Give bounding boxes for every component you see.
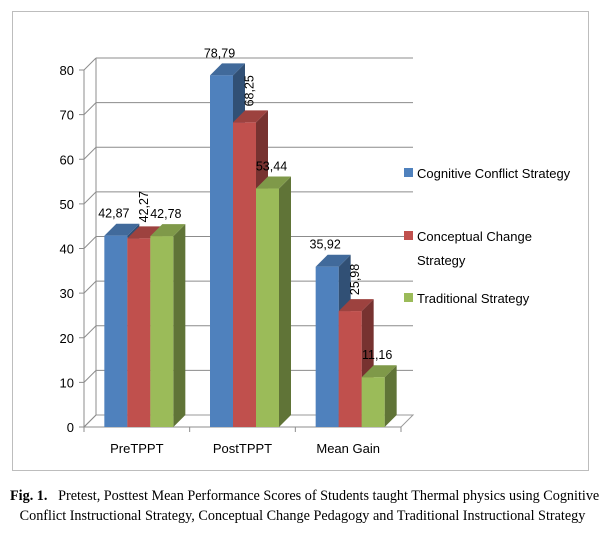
gridline-depth bbox=[83, 191, 97, 205]
x-tick-label: PostTPPT bbox=[213, 441, 272, 456]
bar-top bbox=[104, 223, 140, 236]
data-label: 42,87 bbox=[98, 207, 129, 221]
y-tick-label: 0 bbox=[67, 420, 74, 435]
legend-swatch bbox=[404, 168, 413, 177]
bar bbox=[233, 122, 256, 427]
y-tick-label: 70 bbox=[60, 108, 74, 123]
bar bbox=[210, 75, 233, 427]
bar-top bbox=[233, 110, 268, 123]
x-tick-label: PreTPPT bbox=[110, 441, 164, 456]
legend-label: Conceptual Change bbox=[417, 229, 532, 244]
y-tick-label: 10 bbox=[60, 375, 74, 390]
data-label: 68,25 bbox=[243, 75, 257, 106]
bar-top bbox=[338, 299, 374, 312]
bar-side bbox=[384, 365, 397, 427]
bar-chart: 0 10 20 30 40 50 60 70 80 42,87 42,27 42,78 78,79 68,… bbox=[60, 46, 571, 456]
y-tick-label: 40 bbox=[60, 242, 74, 257]
figure-caption: Fig. 1. Pretest, Posttest Mean Performan… bbox=[10, 486, 599, 526]
x-tick-label: Mean Gain bbox=[316, 441, 380, 456]
bar bbox=[338, 311, 362, 427]
bar bbox=[150, 236, 174, 427]
y-tick-label: 20 bbox=[60, 331, 74, 346]
data-label: 78,79 bbox=[204, 46, 235, 60]
caption-label: Fig. 1. bbox=[10, 488, 48, 504]
legend-label: Cognitive Conflict Strategy bbox=[417, 166, 571, 181]
bar-side bbox=[279, 176, 291, 427]
data-label: 35,92 bbox=[310, 238, 341, 252]
bar bbox=[315, 266, 339, 427]
y-tick-label: 60 bbox=[60, 152, 74, 167]
data-label: 25,98 bbox=[348, 264, 362, 295]
bar bbox=[361, 377, 385, 427]
gridline-depth bbox=[83, 57, 97, 71]
legend-swatch bbox=[404, 293, 413, 302]
gridline-depth bbox=[83, 325, 97, 339]
caption-text-1: Pretest, Posttest Mean Performance Score… bbox=[58, 488, 600, 504]
legend-swatch bbox=[404, 231, 413, 240]
bar bbox=[256, 188, 279, 427]
y-tick-label: 50 bbox=[60, 197, 74, 212]
data-label: 53,44 bbox=[256, 160, 287, 174]
gridline-depth bbox=[83, 414, 97, 428]
bar bbox=[104, 235, 128, 427]
bar bbox=[127, 238, 151, 427]
gridline-depth bbox=[83, 280, 97, 294]
y-tick-label: 30 bbox=[60, 286, 74, 301]
bar-top bbox=[210, 63, 245, 76]
gridline-depth bbox=[83, 146, 97, 160]
bar-top bbox=[361, 365, 397, 378]
caption-line-2: Conflict Instructional Strategy, Concept… bbox=[19, 508, 586, 524]
bar-top bbox=[256, 176, 291, 189]
bar-top bbox=[150, 224, 186, 237]
data-label: 11,16 bbox=[362, 348, 392, 362]
caption-line-1: Fig. 1. Pretest, Posttest Mean Performan… bbox=[10, 486, 599, 506]
legend-label: Traditional Strategy bbox=[417, 291, 530, 306]
gridline-depth bbox=[83, 370, 97, 383]
data-label: 42,78 bbox=[150, 207, 181, 221]
data-label: 42,27 bbox=[137, 191, 151, 222]
gridline-depth bbox=[83, 102, 97, 115]
bar-top bbox=[127, 226, 163, 239]
gridline-depth bbox=[83, 236, 97, 249]
bar-top bbox=[315, 254, 351, 267]
y-tick-label: 80 bbox=[60, 63, 74, 78]
legend-label: Strategy bbox=[417, 253, 466, 268]
bar-side bbox=[173, 224, 186, 427]
